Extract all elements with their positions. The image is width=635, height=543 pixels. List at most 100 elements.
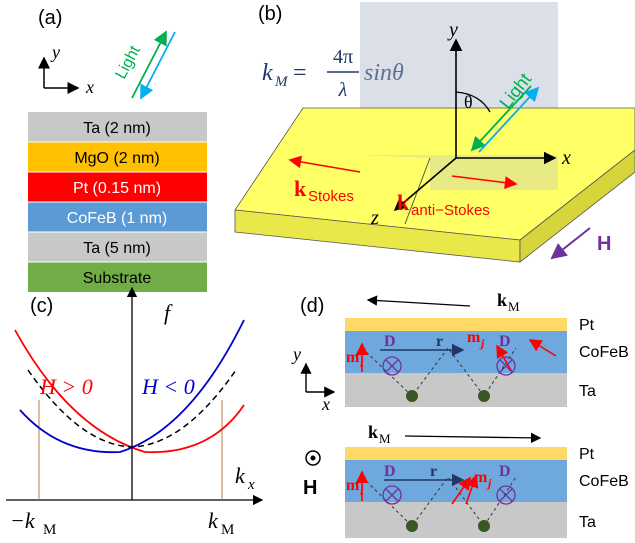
stack-top-mj-arrow	[496, 344, 513, 373]
layer-mgo	[28, 142, 207, 172]
stack-bottom-dmi-paths	[361, 476, 517, 527]
panel-a-light-in-arrow	[131, 30, 167, 99]
layer-label-1: MgO (2 nm)	[74, 150, 159, 167]
stack-top-cofeb-label: CoFeB	[579, 344, 629, 361]
interface-stack-top: D D r m i m j	[345, 318, 567, 407]
layer-label-4: Ta (5 nm)	[83, 240, 151, 257]
stack-top-mj-sub: j	[479, 336, 485, 350]
dispersion-h-positive	[14, 329, 245, 454]
stack-bottom-ta	[345, 502, 567, 538]
interface-stack-bottom: D D r m i m j	[345, 447, 567, 538]
layer-label-0: Ta (2 nm)	[83, 120, 151, 137]
formula-sin: sinθ	[364, 60, 404, 86]
stack-top-mj-label: m	[467, 329, 481, 346]
field-out-of-plane-dot	[310, 455, 316, 461]
k-anti-stokes-sub: anti−Stokes	[411, 202, 490, 219]
panel-d-field-label: H	[303, 477, 317, 499]
panel-a-light-label: Light	[113, 43, 145, 82]
stack-bottom-d-vector-1	[382, 485, 402, 505]
km-top-label: k	[497, 290, 507, 310]
panel-b-light-out-arrow	[478, 86, 540, 153]
field-out-of-plane-icon	[305, 450, 321, 466]
panel-b-y-label: y	[447, 19, 458, 41]
km-top-arrow	[366, 295, 471, 307]
stack-top-r-label: r	[436, 333, 443, 350]
layer-label-3: CoFeB (1 nm)	[67, 210, 167, 227]
panel-c-kx-label: k	[235, 463, 246, 488]
theta-arc	[455, 91, 491, 113]
neg-km-sub: M	[43, 522, 56, 538]
stack-top-pt	[345, 318, 567, 331]
panel-b: (b) k M = 4π λ sinθ y x z θ Li	[234, 2, 635, 263]
panel-a-x-label: x	[85, 77, 94, 97]
formula-k: k	[262, 60, 273, 86]
stack-top-pt-label: Pt	[579, 317, 595, 334]
pos-km-sub: M	[221, 522, 234, 538]
panel-d-y-label: y	[291, 344, 301, 364]
stack-bottom-mj-sub: j	[486, 476, 492, 490]
panel-b-field-label: H	[597, 233, 611, 255]
sample-slab-side	[519, 149, 635, 263]
stack-bottom-mj-label: m	[474, 469, 488, 486]
km-top-sub: M	[508, 299, 520, 314]
stack-top-mi-label: m	[346, 349, 360, 366]
stack-top-ta-label: Ta	[579, 383, 596, 400]
km-bottom-label: k	[368, 422, 378, 442]
stack-top-d-cross-2	[499, 359, 513, 373]
stack-bottom-mi-label: m	[346, 477, 360, 494]
stack-bottom-r-label: r	[430, 463, 437, 480]
stack-bottom-cofeb-label: CoFeB	[579, 473, 629, 490]
k-stokes-label: k	[294, 176, 307, 201]
stack-bottom-d-vector-2	[496, 485, 516, 505]
stack-bottom-spin-arrow	[451, 476, 471, 505]
km-bottom-arrow	[404, 432, 542, 444]
km-bottom-sub: M	[379, 431, 391, 446]
formula-equals: =	[293, 60, 307, 86]
panel-b-label: (b)	[258, 3, 282, 25]
layer-label-5: Substrate	[83, 270, 152, 287]
stack-top-ta-atom-2	[478, 390, 490, 402]
stokes-arrow	[288, 155, 361, 173]
layer-stack: Ta (2 nm) MgO (2 nm) Pt (0.15 nm) CoFeB …	[28, 112, 207, 292]
stack-top-mi-sub: i	[360, 356, 364, 370]
stack-top-ta	[345, 373, 567, 407]
formula-denominator: λ	[338, 79, 348, 101]
panel-a-label: (a)	[38, 7, 62, 29]
h-negative-label: H < 0	[141, 374, 195, 399]
stack-bottom-d-label-2: D	[499, 463, 511, 480]
stack-top-ta-atom-1	[406, 390, 418, 402]
layer-ta-top	[28, 112, 207, 142]
stack-top-d-cross-1	[385, 359, 399, 373]
dispersion-h-negative	[19, 319, 245, 454]
stack-top-cofeb	[345, 331, 567, 373]
stack-top-d-vector-2	[496, 356, 516, 376]
stack-bottom-d-cross-2	[499, 488, 513, 502]
layer-substrate	[28, 262, 207, 292]
stack-bottom-mj-arrow	[465, 474, 479, 505]
panel-a: (a) y x Light Ta (2 nm) MgO (2 nm) Pt (0…	[28, 7, 207, 292]
layer-label-2: Pt (0.15 nm)	[73, 180, 161, 197]
stack-bottom-ta-atom-2	[478, 520, 490, 532]
panel-d: (d) k M D D r	[291, 290, 629, 538]
k-anti-stokes-label: k	[397, 190, 410, 215]
panel-c-kx-sub: x	[247, 477, 255, 493]
panel-d-label: (d)	[300, 295, 324, 317]
panel-c-f-label: f	[164, 300, 173, 325]
panel-b-light-in-arrow	[470, 85, 532, 152]
stack-bottom-ta-atom-1	[406, 520, 418, 532]
dispersion-zero-field	[27, 369, 237, 448]
stack-bottom-ta-label: Ta	[579, 514, 596, 531]
stack-bottom-pt-label: Pt	[579, 446, 595, 463]
layer-cofeb	[28, 202, 207, 232]
layer-ta-bottom	[28, 232, 207, 262]
layer-pt	[28, 172, 207, 202]
panel-d-x-label: x	[321, 394, 330, 414]
stack-top-spin-arrow	[528, 339, 557, 357]
stack-top-d-label-1: D	[384, 333, 396, 350]
panel-b-z-label: z	[370, 207, 379, 229]
panel-c: (c) f k x −k M k M H > 0 H < 0	[6, 286, 264, 538]
panel-b-x-label: x	[561, 147, 571, 169]
stack-bottom-d-cross-1	[385, 488, 399, 502]
anti-stokes-arrow	[451, 175, 518, 189]
